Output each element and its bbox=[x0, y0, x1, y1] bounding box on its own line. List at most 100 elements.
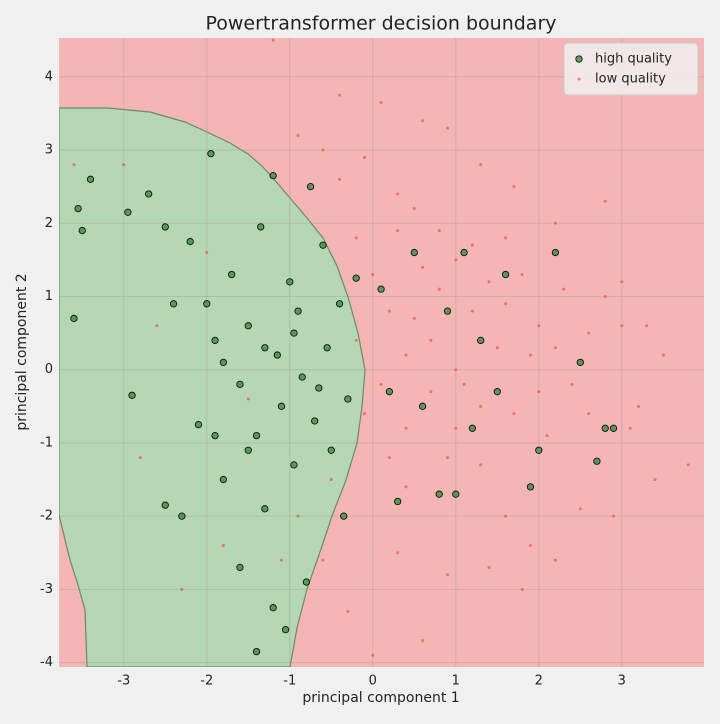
point bbox=[404, 485, 408, 489]
point bbox=[145, 190, 153, 198]
point bbox=[335, 300, 344, 308]
point bbox=[396, 192, 400, 196]
point bbox=[346, 609, 350, 613]
point bbox=[207, 150, 215, 158]
legend: high quality low quality bbox=[563, 42, 699, 96]
point bbox=[421, 639, 425, 643]
point bbox=[404, 426, 408, 430]
y-tick-label: 1 bbox=[45, 289, 53, 304]
point bbox=[470, 243, 474, 247]
point bbox=[72, 163, 76, 167]
point bbox=[545, 434, 549, 438]
point bbox=[138, 456, 142, 460]
point bbox=[487, 280, 491, 284]
point bbox=[628, 426, 632, 430]
point bbox=[412, 316, 416, 320]
point bbox=[645, 324, 649, 328]
point bbox=[504, 236, 508, 240]
x-tick-label: 2 bbox=[535, 674, 543, 689]
point bbox=[445, 126, 449, 130]
point bbox=[421, 265, 425, 269]
point bbox=[620, 280, 624, 284]
point bbox=[479, 163, 483, 167]
point bbox=[445, 456, 449, 460]
point bbox=[261, 505, 269, 513]
point bbox=[385, 388, 394, 396]
point bbox=[443, 307, 452, 315]
point bbox=[362, 155, 366, 159]
point bbox=[603, 199, 607, 203]
point bbox=[394, 497, 402, 506]
point bbox=[371, 653, 375, 657]
point bbox=[551, 248, 560, 257]
point bbox=[612, 514, 616, 518]
point bbox=[512, 412, 516, 416]
point bbox=[128, 391, 136, 399]
point bbox=[329, 478, 333, 482]
point bbox=[468, 424, 477, 432]
point bbox=[257, 223, 265, 231]
point bbox=[315, 384, 323, 392]
point bbox=[271, 38, 275, 42]
legend-marker bbox=[577, 77, 581, 81]
x-tick-label: 3 bbox=[618, 674, 626, 689]
point bbox=[495, 346, 499, 350]
point bbox=[205, 251, 209, 255]
point bbox=[387, 309, 391, 313]
point bbox=[252, 647, 261, 656]
point bbox=[460, 248, 468, 257]
point bbox=[311, 417, 319, 425]
x-tick-label: -3 bbox=[117, 674, 130, 689]
x-tick-label: -1 bbox=[283, 674, 296, 689]
high-quality-region bbox=[59, 107, 366, 667]
legend-box bbox=[563, 42, 699, 96]
point bbox=[211, 336, 219, 345]
point bbox=[362, 412, 366, 416]
point bbox=[578, 507, 582, 511]
decision-regions bbox=[59, 38, 704, 667]
point bbox=[537, 390, 541, 394]
y-tick-label: 4 bbox=[45, 69, 53, 84]
y-tick-label: -3 bbox=[40, 582, 53, 597]
y-axis-label: principal component 2 bbox=[14, 273, 30, 430]
point bbox=[371, 273, 375, 277]
point bbox=[279, 558, 283, 562]
point bbox=[74, 204, 82, 213]
point bbox=[321, 148, 325, 152]
point bbox=[86, 175, 95, 183]
point bbox=[178, 512, 186, 520]
point bbox=[244, 446, 252, 454]
point bbox=[479, 404, 483, 408]
point bbox=[302, 578, 311, 586]
points bbox=[70, 38, 690, 657]
y-tick-label: -1 bbox=[40, 435, 53, 450]
point bbox=[396, 229, 400, 233]
point bbox=[562, 287, 566, 291]
point bbox=[273, 351, 281, 359]
point bbox=[294, 307, 302, 315]
x-tick-label: 1 bbox=[452, 674, 460, 689]
point bbox=[553, 221, 557, 225]
point bbox=[526, 483, 535, 491]
point bbox=[412, 207, 416, 211]
point bbox=[252, 431, 261, 440]
point bbox=[155, 324, 159, 328]
point bbox=[553, 346, 557, 350]
point bbox=[593, 457, 601, 465]
point bbox=[327, 446, 335, 454]
point bbox=[529, 543, 533, 547]
point bbox=[421, 119, 425, 123]
point bbox=[269, 604, 277, 612]
point bbox=[587, 412, 591, 416]
point bbox=[512, 185, 516, 189]
point bbox=[161, 223, 169, 231]
point bbox=[429, 390, 433, 394]
point bbox=[281, 626, 290, 634]
point bbox=[169, 300, 178, 308]
legend-marker bbox=[575, 55, 583, 63]
point bbox=[290, 329, 298, 337]
point bbox=[78, 226, 86, 235]
point bbox=[219, 358, 228, 367]
